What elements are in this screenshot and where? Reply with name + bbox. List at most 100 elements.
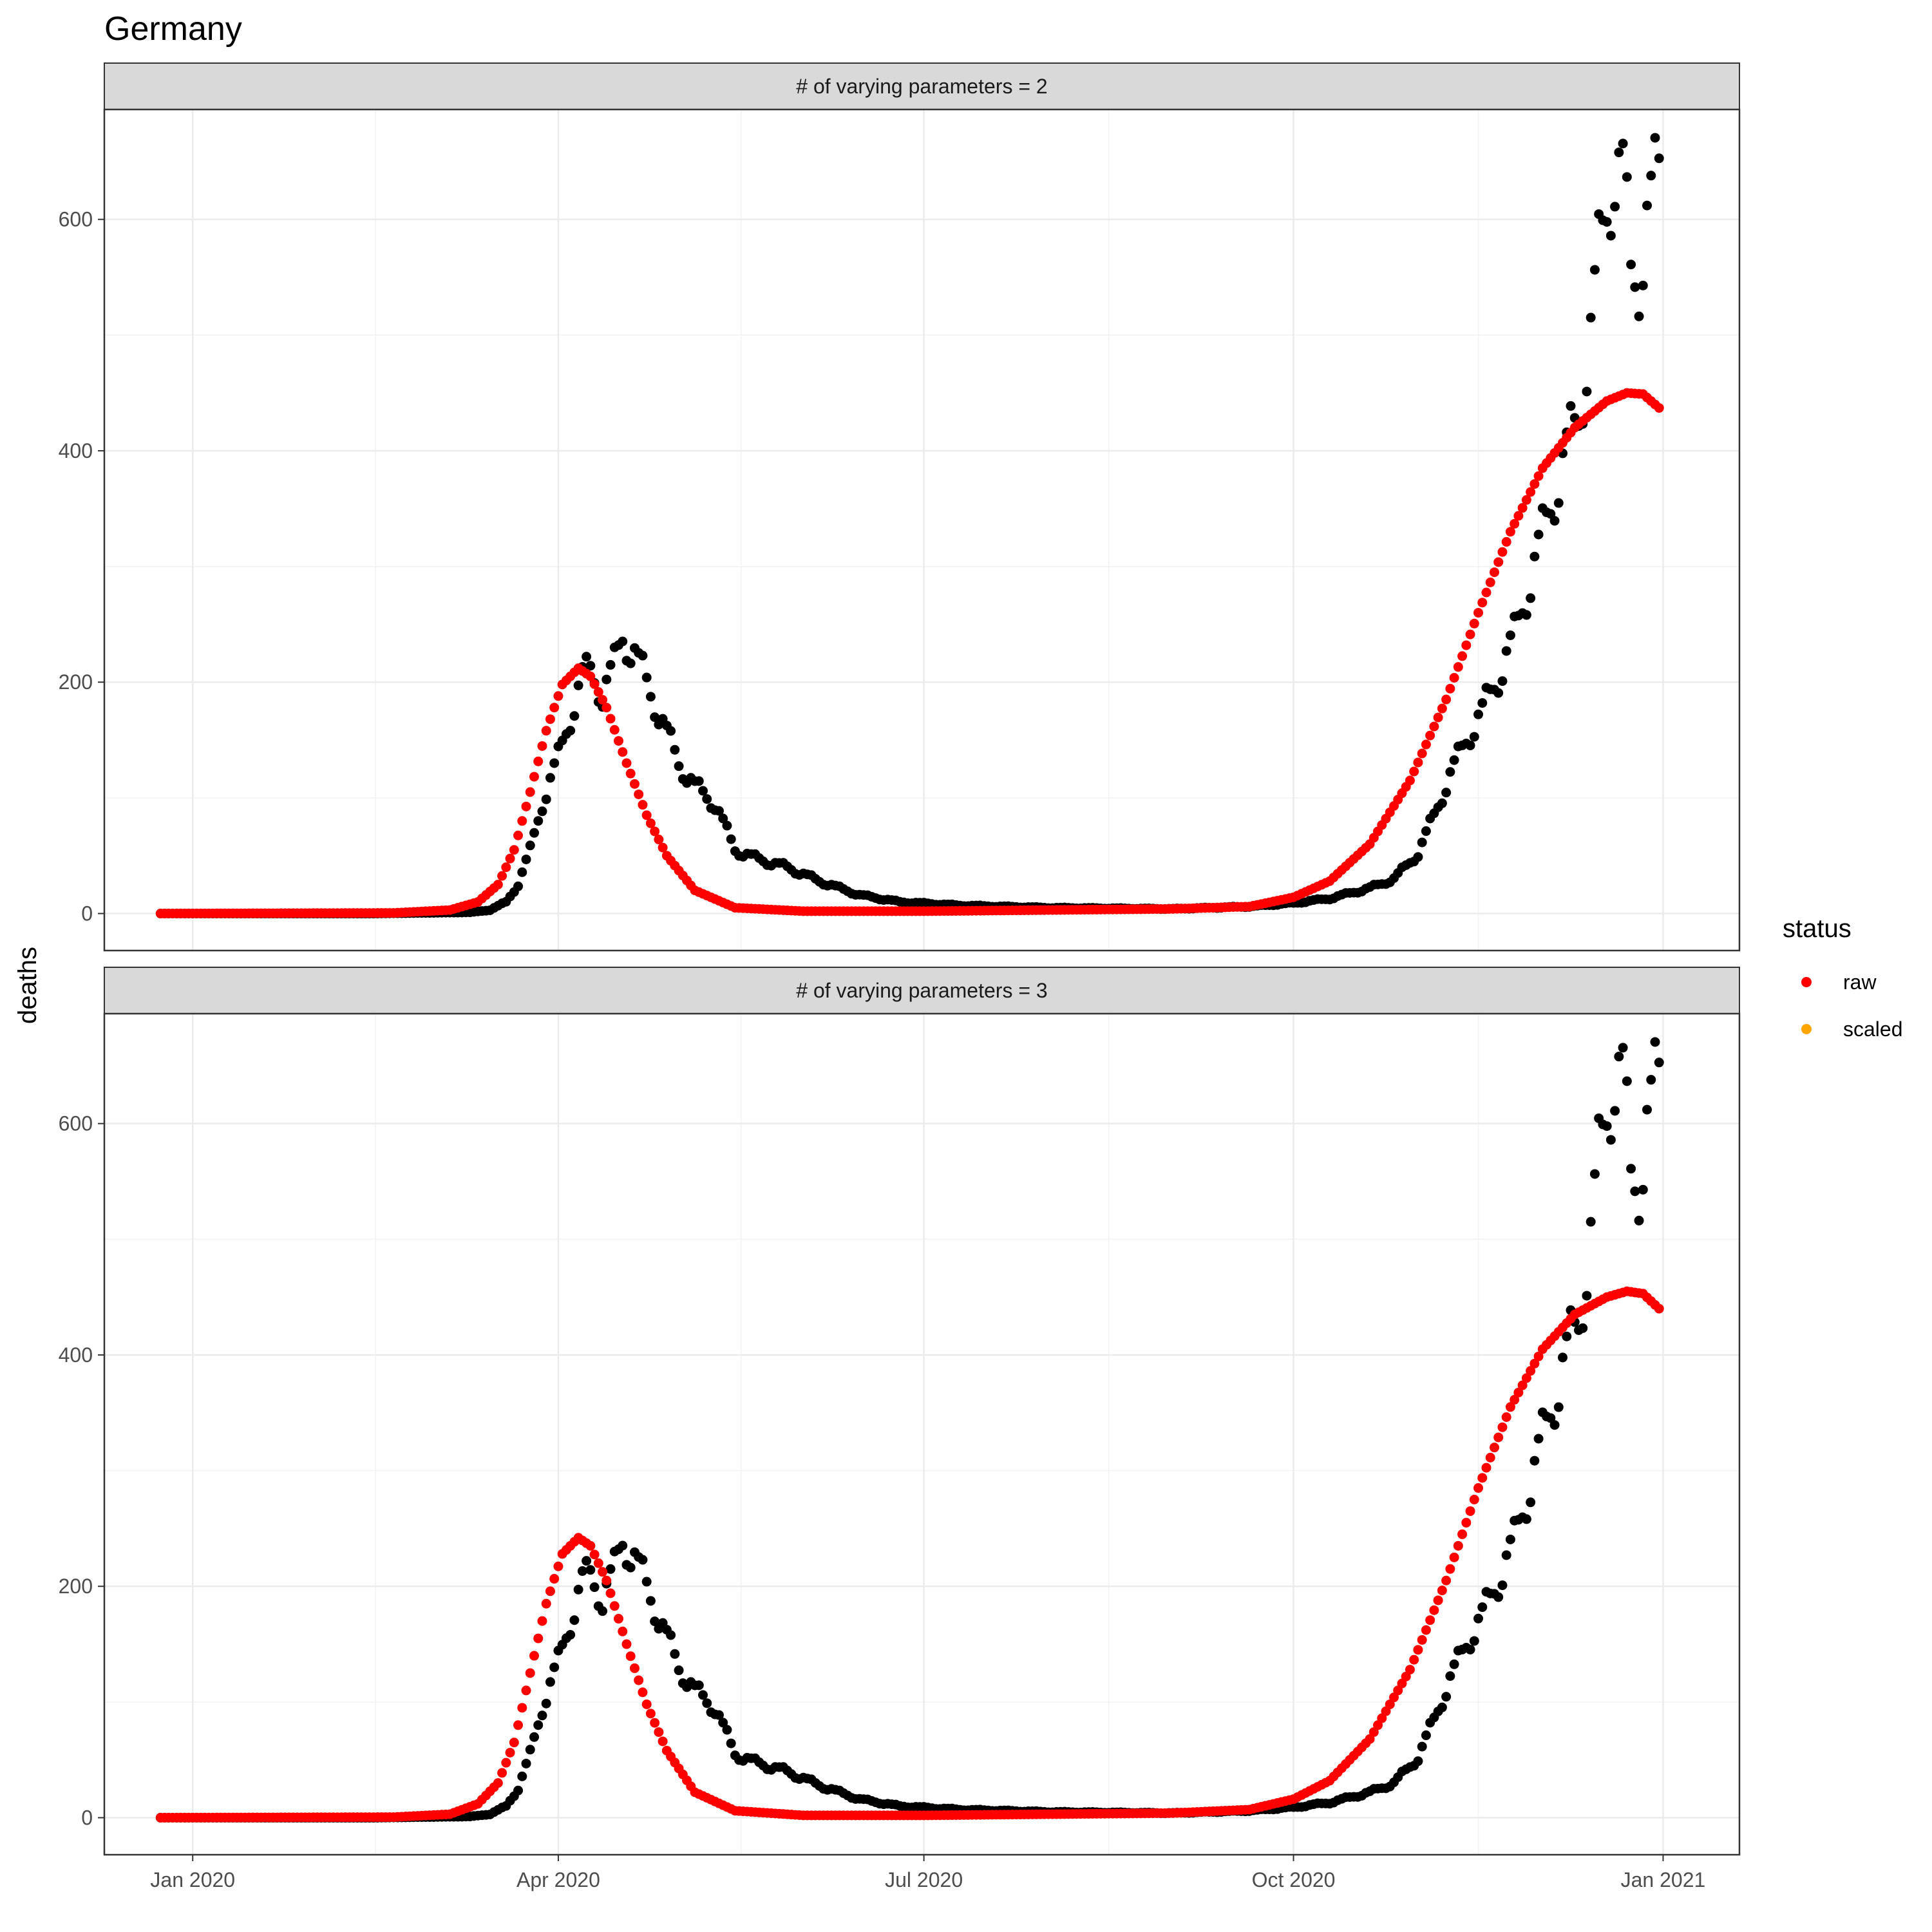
- observed-point: [549, 758, 560, 768]
- model-point: [618, 747, 628, 757]
- facet-strip-label: # of varying parameters = 2: [796, 75, 1047, 98]
- model-point: [1437, 703, 1447, 714]
- legend-key-scaled: [1801, 1024, 1812, 1034]
- model-point: [497, 871, 507, 881]
- model-point: [497, 1768, 507, 1778]
- observed-point: [645, 1596, 656, 1606]
- observed-point: [618, 636, 628, 647]
- observed-point: [585, 661, 596, 671]
- observed-point: [521, 854, 531, 864]
- gridlines: [104, 109, 1739, 951]
- model-point: [589, 679, 600, 689]
- model-point: [521, 1685, 531, 1696]
- model-point: [493, 880, 503, 890]
- observed-point: [1417, 837, 1427, 848]
- observed-point: [541, 1698, 551, 1709]
- model-point: [625, 768, 636, 779]
- observed-point: [638, 1555, 648, 1565]
- y-axis-title: deaths: [14, 947, 42, 1024]
- observed-point: [1553, 1402, 1564, 1412]
- observed-point: [1493, 688, 1504, 698]
- model-point: [1654, 402, 1664, 413]
- observed-point: [1634, 311, 1644, 321]
- model-point: [634, 789, 644, 799]
- model-point: [513, 830, 524, 840]
- model-point: [598, 695, 608, 705]
- model-point: [625, 1651, 636, 1662]
- model-point: [537, 1616, 547, 1626]
- observed-point: [1441, 788, 1452, 798]
- observed-point: [1582, 386, 1592, 397]
- model-point: [541, 726, 551, 736]
- observed-point: [1589, 265, 1600, 275]
- model-point: [1505, 527, 1515, 537]
- model-point: [553, 1561, 564, 1571]
- observed-point: [582, 652, 592, 662]
- model-point: [589, 1549, 600, 1560]
- observed-point: [1497, 676, 1508, 687]
- model-point: [1513, 511, 1524, 521]
- observed-point: [1602, 217, 1612, 227]
- model-point: [1461, 640, 1472, 650]
- model-point: [1497, 1422, 1508, 1432]
- y-tick-label: 0: [81, 902, 93, 925]
- model-point: [517, 816, 527, 826]
- model-point: [1457, 651, 1468, 661]
- observed-point: [1421, 1730, 1431, 1741]
- observed-point: [641, 1577, 652, 1587]
- model-point: [605, 1588, 616, 1598]
- observed-point: [1622, 1076, 1632, 1086]
- observed-point: [1605, 1135, 1616, 1145]
- observed-point: [1477, 698, 1488, 708]
- observed-point: [1469, 732, 1479, 742]
- model-point: [1409, 766, 1419, 777]
- model-point: [1513, 1387, 1524, 1397]
- observed-point: [573, 680, 583, 690]
- observed-point: [1630, 282, 1640, 292]
- model-point: [634, 1675, 644, 1685]
- observed-point: [1497, 1580, 1508, 1591]
- model-point: [1465, 1506, 1475, 1516]
- observed-point: [670, 1649, 680, 1659]
- model-point: [1505, 1402, 1515, 1412]
- observed-point: [1421, 826, 1431, 837]
- model-point: [493, 1778, 503, 1788]
- model-point: [654, 1727, 664, 1738]
- x-tick-label: Oct 2020: [1252, 1868, 1336, 1891]
- model-point: [1526, 487, 1536, 497]
- model-point: [541, 1598, 551, 1609]
- model-point: [1654, 1303, 1664, 1314]
- observed-point: [1526, 1497, 1536, 1508]
- model-point: [533, 756, 544, 766]
- observed-point: [1445, 767, 1455, 777]
- model-point: [1493, 557, 1504, 567]
- observed-point: [618, 1540, 628, 1551]
- model-point: [517, 1703, 527, 1713]
- observed-point: [1622, 172, 1632, 182]
- model-point: [1449, 1552, 1459, 1562]
- observed-point: [517, 867, 527, 877]
- model-point: [1533, 471, 1544, 481]
- model-point: [618, 1626, 628, 1636]
- model-point: [1425, 1615, 1435, 1625]
- observed-point: [1586, 1217, 1596, 1227]
- observed-point: [585, 1565, 596, 1575]
- observed-point: [1605, 231, 1616, 241]
- observed-point: [1610, 202, 1620, 212]
- x-tick-label: Apr 2020: [516, 1868, 600, 1891]
- observed-point: [666, 1630, 676, 1640]
- observed-point: [565, 725, 576, 735]
- panel-border: [103, 1012, 1741, 1856]
- observed-point: [718, 1718, 728, 1728]
- y-tick-label: 400: [59, 1343, 93, 1367]
- model-point: [1521, 495, 1531, 505]
- facet-strip: [104, 62, 1740, 110]
- model-point: [585, 671, 596, 681]
- model-point: [1477, 598, 1488, 608]
- model-point: [1530, 1358, 1540, 1368]
- model-point: [1501, 536, 1511, 547]
- observed-point: [714, 806, 724, 816]
- model-point: [1526, 1366, 1536, 1376]
- model-point: [1521, 1373, 1531, 1383]
